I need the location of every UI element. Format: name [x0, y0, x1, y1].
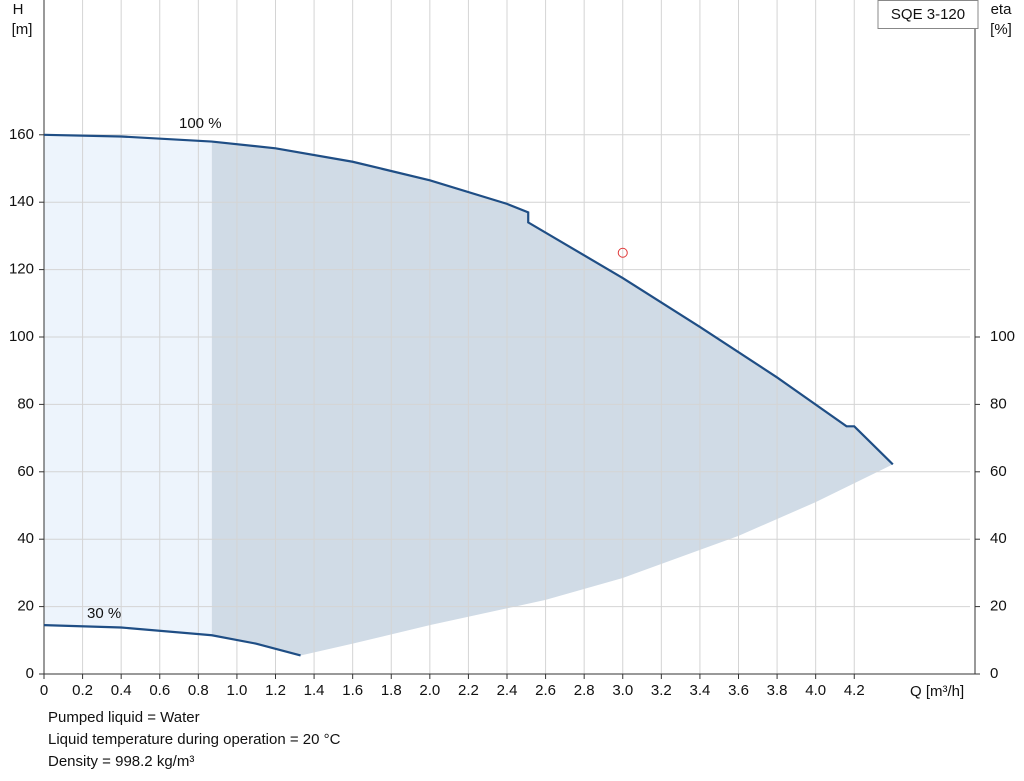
x-tick-label: 3.2	[651, 682, 672, 699]
curve-label: 30 %	[87, 605, 121, 622]
x-tick-label: 0.2	[72, 682, 93, 699]
y-tick-label: 0	[26, 665, 34, 682]
curve	[43, 133, 894, 466]
note: Density = 998.2 kg/m³	[48, 753, 194, 770]
curve-label: 100 %	[179, 115, 222, 132]
x-tick-label: 1.0	[226, 682, 247, 699]
y2-axis-unit: [%]	[990, 21, 1012, 38]
y2-tick-label: 20	[990, 598, 1007, 615]
y2-tick-label: 40	[990, 530, 1007, 547]
x-tick-label: 3.0	[612, 682, 633, 699]
x-tick-label: 4.0	[805, 682, 826, 699]
y2-tick-label: 60	[990, 463, 1007, 480]
y-tick-label: 100	[9, 328, 34, 345]
product-box	[877, 0, 979, 29]
product-label: SQE 3-120	[891, 6, 965, 23]
light-area	[44, 134, 212, 636]
x-tick-label: 2.4	[497, 682, 518, 699]
x-tick-label: 0.8	[188, 682, 209, 699]
y-tick-label: 140	[9, 193, 34, 210]
x-tick-label: 2.8	[574, 682, 595, 699]
x-tick-label: 1.6	[342, 682, 363, 699]
x-tick-label: 3.6	[728, 682, 749, 699]
y2-tick-label: 0	[990, 665, 998, 682]
operating-point	[617, 247, 628, 258]
note: Liquid temperature during operation = 20…	[48, 731, 341, 748]
x-tick-label: 2.6	[535, 682, 556, 699]
y2-tick-label: 100	[990, 328, 1015, 345]
y-axis-unit: [m]	[12, 21, 33, 38]
y-tick-label: 120	[9, 261, 34, 278]
x-tick-label: 1.8	[381, 682, 402, 699]
x-tick-label: 4.2	[844, 682, 865, 699]
x-tick-label: 1.2	[265, 682, 286, 699]
x-tick-label: 0.6	[149, 682, 170, 699]
x-tick-label: 3.4	[689, 682, 710, 699]
y2-axis-label: eta	[991, 1, 1013, 18]
x-tick-label: 3.8	[767, 682, 788, 699]
curve	[43, 624, 301, 657]
x-tick-label: 1.4	[304, 682, 325, 699]
y-axis-label: H	[13, 1, 24, 18]
note: Pumped liquid = Water	[48, 709, 200, 726]
y2-tick-label: 80	[990, 395, 1007, 412]
x-tick-label: 0	[40, 682, 48, 699]
y-tick-label: 20	[17, 598, 34, 615]
y-tick-label: 80	[17, 395, 34, 412]
y-tick-label: 40	[17, 530, 34, 547]
x-axis-label: Q [m³/h]	[910, 683, 964, 700]
y-tick-label: 60	[17, 463, 34, 480]
y-tick-label: 160	[9, 126, 34, 143]
x-tick-label: 2.0	[419, 682, 440, 699]
x-tick-label: 2.2	[458, 682, 479, 699]
x-tick-label: 0.4	[111, 682, 132, 699]
